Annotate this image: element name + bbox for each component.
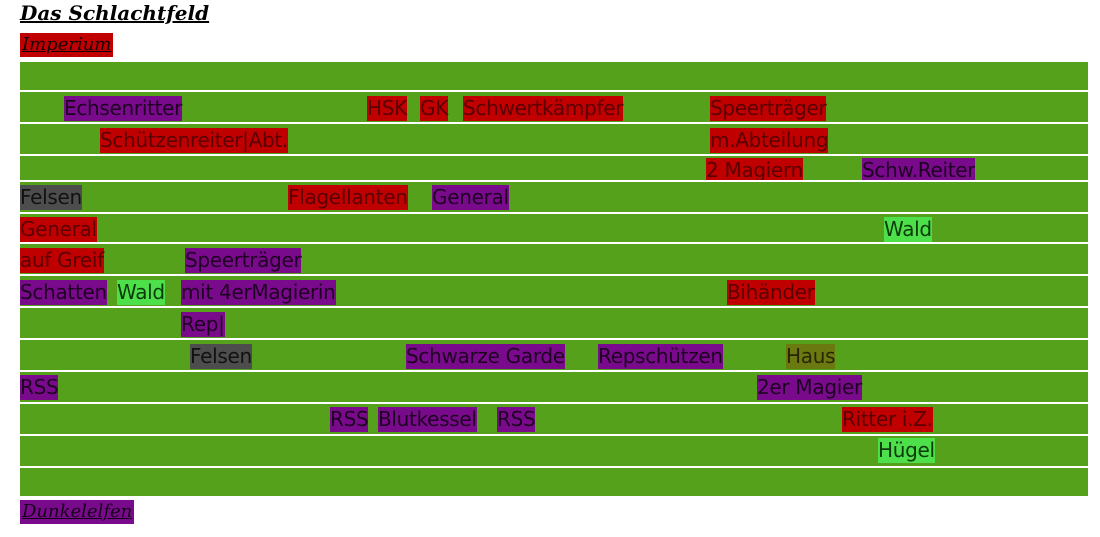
unit-label: Schwarze Garde	[406, 344, 565, 369]
field-divider	[20, 242, 1088, 244]
unit-label: Blutkessel	[378, 407, 477, 432]
terrain-label: Hügel	[878, 438, 935, 463]
field-divider	[20, 90, 1088, 92]
unit-label: RSS	[330, 407, 369, 432]
unit-label: Schwertkämpfer	[463, 96, 624, 121]
field-divider	[20, 402, 1088, 404]
unit-label: m.Abteilung	[710, 128, 829, 153]
terrain-label: Haus	[786, 344, 836, 369]
unit-label: GK	[420, 96, 449, 121]
field-divider	[20, 274, 1088, 276]
unit-label: HSK	[367, 96, 407, 121]
terrain-label: Felsen	[190, 344, 252, 369]
unit-label: General	[20, 217, 97, 242]
field-divider	[20, 306, 1088, 308]
field-divider	[20, 180, 1088, 182]
unit-label: RSS	[497, 407, 536, 432]
field-divider	[20, 338, 1088, 340]
field-divider	[20, 370, 1088, 372]
unit-label: Rep|	[181, 312, 225, 337]
unit-label: RSS	[20, 375, 59, 400]
field-divider	[20, 154, 1088, 156]
unit-label: Ritter i.Z.	[842, 407, 933, 432]
unit-label: mit 4erMagierin	[181, 280, 336, 305]
unit-label: Speerträger	[185, 248, 302, 273]
field-divider	[20, 466, 1088, 468]
field-divider	[20, 212, 1088, 214]
unit-label: Schw.Reiter	[862, 158, 976, 180]
terrain-label: Wald	[117, 280, 165, 305]
unit-label: Schützenreiter|Abt.	[100, 128, 288, 153]
unit-label: Speerträger	[710, 96, 827, 121]
field-divider	[20, 434, 1088, 436]
terrain-label: Felsen	[20, 185, 82, 210]
unit-label: Echsenritter	[64, 96, 183, 121]
field-divider	[20, 122, 1088, 124]
unit-label: Flagellanten	[288, 185, 408, 210]
faction-dunkelelfen: Dunkelelfen	[20, 500, 135, 524]
faction-imperium: Imperium	[20, 33, 114, 57]
battlefield: Echsenritter HSK GK Schwertkämpfer Speer…	[20, 62, 1088, 496]
unit-label: auf Greif	[20, 248, 104, 273]
terrain-label: Wald	[884, 217, 932, 242]
unit-label: Schatten	[20, 280, 107, 305]
unit-label: General	[432, 185, 509, 210]
unit-label: Repschützen	[598, 344, 723, 369]
unit-label: 2 Magiern	[706, 158, 803, 180]
page-title: Das Schlachtfeld	[20, 1, 210, 25]
unit-label: 2er Magier	[757, 375, 862, 400]
unit-label: Bihänder	[727, 280, 815, 305]
